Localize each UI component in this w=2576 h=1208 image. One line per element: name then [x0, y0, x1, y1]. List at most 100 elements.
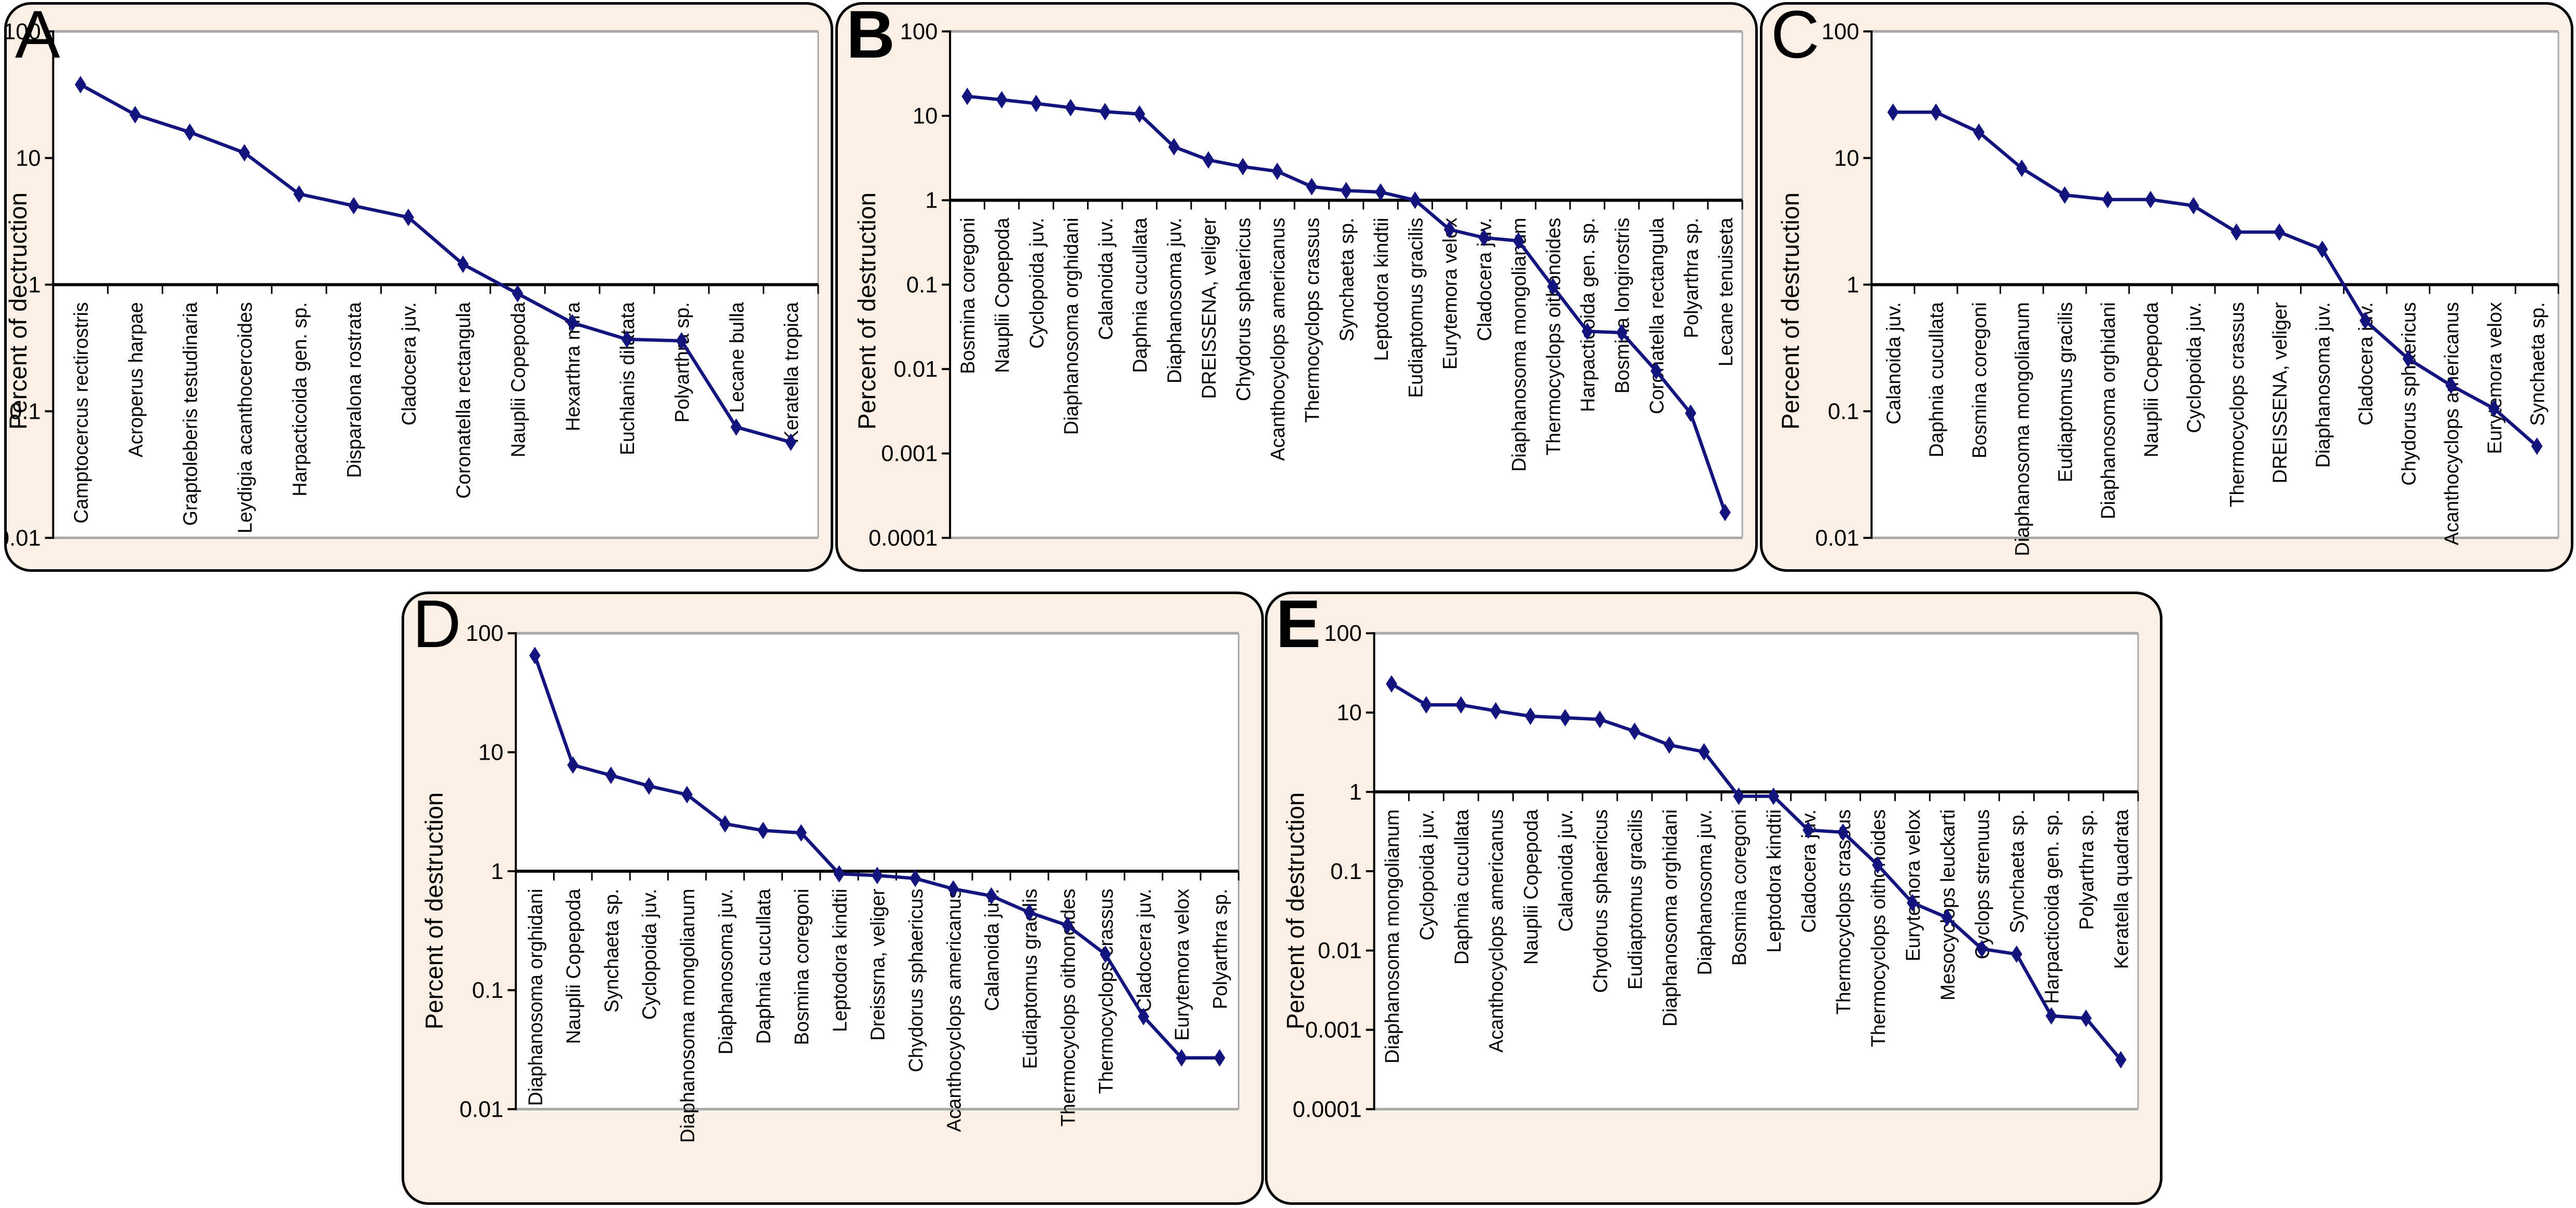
data-point-marker: [2102, 190, 2114, 209]
data-point-marker: [239, 144, 250, 162]
category-label: Diaphanosoma orghidani: [1659, 809, 1680, 1027]
y-tick-label: 10: [913, 104, 938, 129]
category-label: Eurytemora velox: [1439, 217, 1461, 369]
category-label: Nauplii Copepoda: [562, 889, 584, 1044]
y-tick-label: 0.01: [1815, 526, 1859, 551]
panel-d: D Percent of destruction 100 10 1 0.1 0.01 Di…: [402, 587, 1264, 1205]
category-label: Cyclopoida juv.: [639, 889, 660, 1020]
category-label: Coronatella rectangula: [452, 302, 474, 499]
panel-b: B Percent of destruction 100 10 1 0.1 0.01 0.…: [835, 0, 1758, 572]
data-point-marker: [1547, 278, 1559, 296]
category-label: Cyclops strenuus: [1972, 809, 1993, 959]
data-point-marker: [1733, 787, 1745, 805]
data-point-marker: [1134, 105, 1146, 123]
category-label: Chydorus sphaericus: [1232, 218, 1254, 402]
data-point-marker: [833, 865, 845, 883]
y-tick-label: 10: [1834, 146, 1859, 171]
data-point-marker: [2317, 240, 2328, 258]
y-tick-label: 100: [7, 19, 41, 44]
category-label: Nauplii Copepoda: [507, 302, 529, 457]
data-point-marker: [1650, 362, 1662, 380]
panel-b-chart: 100 10 1 0.1 0.01 0.001 0.0001 Bosmina coregoni…: [869, 19, 1743, 551]
data-point-marker: [1973, 123, 1985, 141]
category-label: Acanthocyclops americanus: [1485, 809, 1507, 1053]
y-tick-label: 0.01: [7, 526, 41, 551]
y-tick-label: 1: [491, 859, 503, 884]
data-point-marker: [1306, 177, 1318, 196]
category-label: Eudiaptomus gracilis: [1404, 218, 1426, 398]
data-point-marker: [457, 255, 469, 273]
category-label: Thermocyclops crassus: [1095, 889, 1117, 1094]
data-point-marker: [2145, 190, 2156, 209]
category-label: Bosmina coregoni: [1728, 809, 1750, 966]
category-label: Thermocyclops oithonoides: [1867, 809, 1889, 1047]
category-label: Cladocera juv.: [398, 302, 420, 425]
y-tick-label: 0.001: [881, 442, 938, 466]
category-label: Diaphanosoma orghidani: [525, 889, 546, 1106]
category-label: Leydigia acanthocercoides: [234, 302, 256, 533]
data-point-marker: [947, 880, 959, 898]
data-point-marker: [2045, 1007, 2057, 1025]
plot-area: [950, 31, 1743, 538]
category-label: Bosmina coregoni: [957, 218, 979, 374]
category-label: Acanthocyclops americanus: [943, 889, 965, 1132]
category-label: Graptoleberis testudinaria: [180, 302, 201, 526]
panel-b-y-axis-title: Percent of destruction: [853, 192, 880, 430]
data-point-marker: [512, 284, 524, 303]
data-point-marker: [731, 418, 742, 436]
data-point-marker: [2115, 1051, 2127, 1069]
category-label: Diaphanosoma juv.: [714, 889, 736, 1055]
data-point-marker: [1443, 221, 1455, 239]
category-label: Harpacticoida gen. sp.: [2041, 809, 2063, 1004]
category-label: Daphnia cucullata: [1129, 217, 1151, 373]
y-tick-label: 0.1: [472, 978, 504, 1003]
category-label: Daphnia cucullata: [1451, 809, 1472, 965]
category-label: Lecane tenuiseta: [1715, 217, 1737, 366]
panel-a-y-axis-title: Percent of dectruction: [4, 192, 32, 430]
category-label: Nauplii Copepoda: [2140, 302, 2162, 457]
category-label: Keratella quadrata: [2110, 809, 2132, 969]
data-point-marker: [1065, 99, 1077, 117]
category-label: Diaphanosoma mongolianum: [1508, 218, 1530, 472]
y-tick-label: 10: [478, 740, 504, 765]
data-point-marker: [1271, 162, 1283, 181]
category-label: Synchaeta sp.: [2527, 302, 2549, 426]
category-label: Calanoida juv.: [981, 889, 1003, 1011]
category-label: Disparalona rostrata: [343, 302, 365, 478]
data-point-marker: [1616, 324, 1628, 341]
data-point-marker: [1455, 696, 1467, 714]
category-label: Mesocyclops leuckarti: [1937, 809, 1959, 1000]
data-point-marker: [1375, 183, 1386, 201]
y-tick-label: 1: [1349, 780, 1362, 805]
category-label: DREISSENA, veliger: [2269, 302, 2291, 483]
y-tick-label: 0.01: [460, 1097, 504, 1122]
y-tick-label: 0.001: [1305, 1018, 1362, 1043]
category-label: Thermocyclops crassus: [2226, 302, 2248, 507]
category-label: DREISSENA, veliger: [1198, 218, 1220, 399]
data-point-marker: [1340, 182, 1352, 200]
panel-a-chart: 100 10 1 0.1 0.01 Camptocercus rectirostris Ac…: [7, 19, 819, 551]
data-point-marker: [2230, 223, 2242, 241]
series-line: [1893, 111, 2538, 448]
category-label: Diaphanosoma juv.: [1693, 809, 1715, 976]
panel-c-letter: C: [1771, 0, 1820, 72]
data-point-marker: [1685, 404, 1697, 422]
category-label: Nauplii Copepoda: [1520, 809, 1542, 965]
panel-e-chart: 100 10 1 0.1 0.01 0.001 0.0001 Diaphanosoma mon…: [1292, 621, 2139, 1122]
y-tick-label: 100: [466, 621, 504, 646]
category-label: Chydorus sphaericus: [2398, 302, 2419, 486]
panel-a-letter: A: [15, 0, 60, 72]
data-point-marker: [1837, 823, 1849, 841]
data-point-marker: [1237, 158, 1249, 175]
data-point-marker: [1581, 322, 1593, 340]
category-label: Eudiaptomus gracilis: [1624, 809, 1646, 990]
data-point-marker: [1478, 229, 1490, 246]
category-label: Cyclopoida juv.: [1026, 218, 1048, 349]
data-point-marker: [1907, 894, 1918, 912]
category-label: Leptodora kindtii: [829, 889, 850, 1032]
panel-c-y-axis-title: Percent of destruction: [1776, 192, 1804, 430]
series-line: [79, 83, 792, 444]
category-label: Polyarthra sp.: [1209, 889, 1231, 1009]
category-label: Camptocercus rectirostris: [70, 302, 92, 524]
category-label: Bosmina coregoni: [791, 889, 812, 1045]
